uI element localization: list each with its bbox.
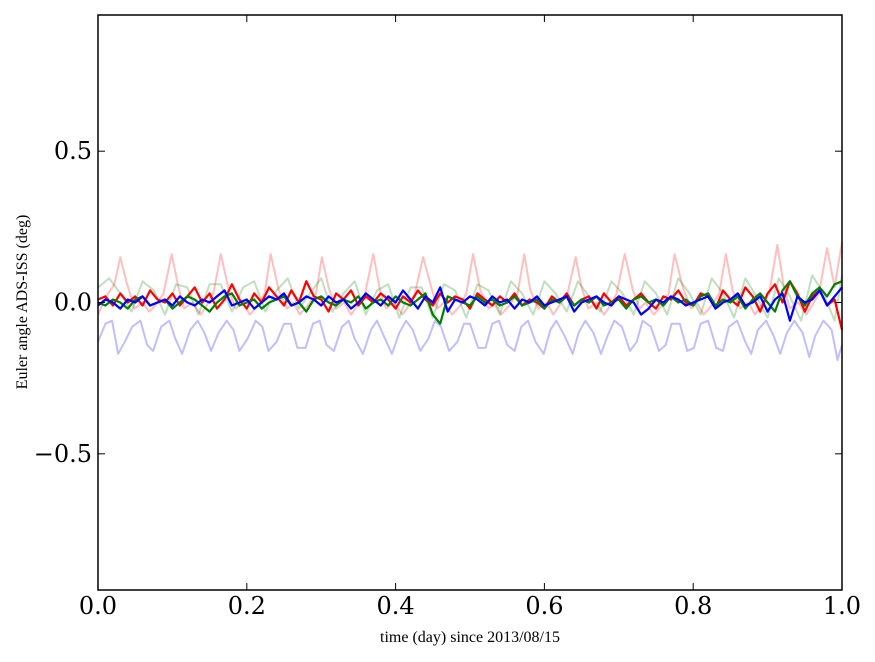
tick-layer: 0.0 0.2 0.4 0.6 0.8 1.0 −0.5 0.0 0.5: [34, 15, 861, 620]
x-tick-label: 0.0: [79, 592, 117, 620]
x-axis-label: time (day) since 2013/08/15: [380, 629, 560, 646]
series-line-0: [97, 241, 843, 316]
y-axis-label: Euler angle ADS-ISS (deg): [14, 215, 31, 390]
y-tick-label: 0.0: [54, 289, 92, 317]
x-tick-label: 0.8: [674, 592, 712, 620]
x-tick-label: 0.2: [228, 592, 266, 620]
series-line-2: [97, 319, 843, 361]
series-line-5: [97, 286, 843, 322]
series-line-1: [97, 274, 843, 322]
y-tick-label: 0.5: [54, 137, 92, 165]
y-tick-label: −0.5: [34, 440, 92, 468]
series-line-4: [97, 280, 843, 325]
series-layer: [97, 241, 844, 361]
x-tick-label: 0.4: [377, 592, 415, 620]
x-tick-label: 0.6: [525, 592, 563, 620]
x-tick-label: 1.0: [823, 592, 861, 620]
